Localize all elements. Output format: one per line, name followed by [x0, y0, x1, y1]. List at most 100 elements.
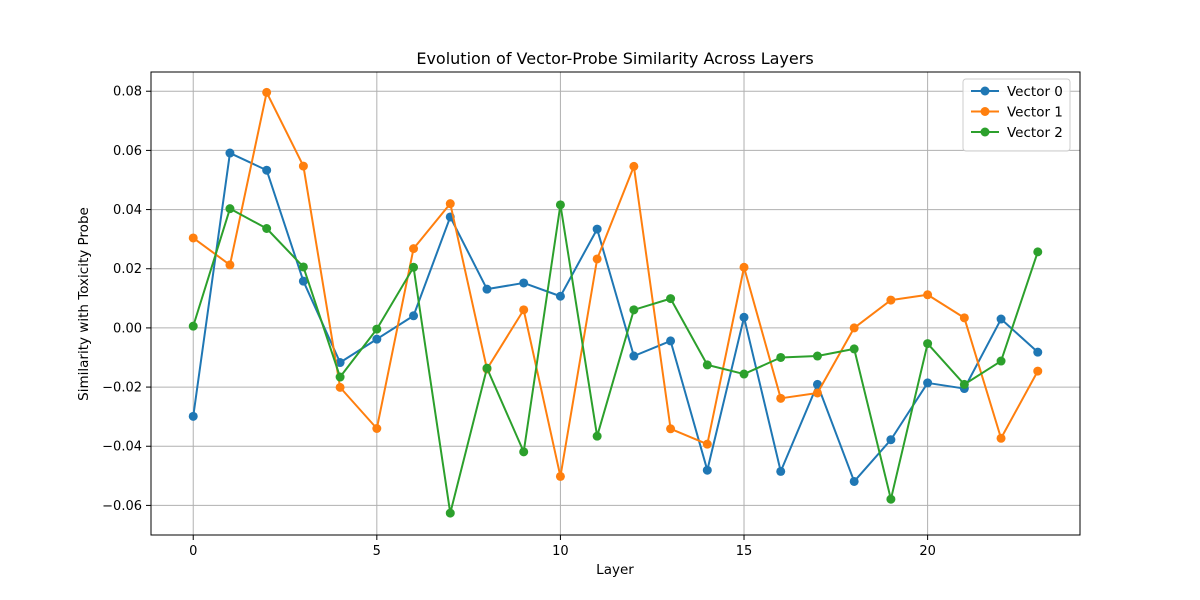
- data-point: [409, 262, 419, 272]
- legend-item: Vector 0: [971, 84, 1063, 100]
- legend-marker: [980, 127, 990, 137]
- data-point: [335, 358, 345, 368]
- data-point: [372, 334, 382, 344]
- data-point: [555, 471, 565, 481]
- data-point: [629, 351, 639, 361]
- data-point: [188, 233, 198, 243]
- series-1: [188, 87, 1043, 481]
- y-tick-label: 0.08: [113, 85, 142, 100]
- data-point: [776, 352, 786, 362]
- data-point: [996, 356, 1006, 366]
- data-point: [702, 439, 712, 449]
- data-point: [519, 447, 529, 457]
- series-2: [188, 200, 1043, 518]
- grid: [151, 72, 1080, 535]
- data-point: [409, 244, 419, 254]
- data-point: [629, 161, 639, 171]
- x-tick-label: 20: [919, 544, 936, 559]
- legend-marker: [980, 107, 990, 116]
- legend-item: Vector 2: [971, 125, 1063, 141]
- data-point: [702, 360, 712, 370]
- data-point: [776, 393, 786, 403]
- data-point: [225, 148, 235, 158]
- data-point: [519, 305, 529, 315]
- data-point: [812, 351, 822, 361]
- data-point: [812, 388, 822, 398]
- data-point: [959, 313, 969, 323]
- data-point: [923, 290, 933, 300]
- chart-title: Evolution of Vector-Probe Similarity Acr…: [416, 49, 813, 68]
- data-point: [849, 323, 859, 333]
- data-point: [739, 262, 749, 272]
- data-point: [482, 284, 492, 294]
- data-point: [666, 336, 676, 346]
- data-point: [1033, 247, 1043, 257]
- series-group: [188, 87, 1043, 518]
- y-axis-label: Similarity with Toxicity Probe: [76, 207, 92, 401]
- data-point: [555, 291, 565, 301]
- data-point: [959, 379, 969, 389]
- data-point: [666, 424, 676, 434]
- x-tick-label: 5: [373, 544, 381, 559]
- data-point: [849, 476, 859, 486]
- data-point: [188, 321, 198, 331]
- data-point: [592, 254, 602, 264]
- series-line: [192, 91, 1039, 478]
- x-tick-label: 0: [189, 544, 197, 559]
- data-point: [666, 294, 676, 304]
- legend-label: Vector 1: [1007, 105, 1063, 121]
- x-tick-label: 15: [736, 544, 753, 559]
- data-point: [702, 465, 712, 475]
- legend-label: Vector 0: [1007, 84, 1063, 100]
- series-0: [188, 148, 1043, 486]
- data-point: [776, 466, 786, 476]
- data-point: [262, 87, 272, 97]
- data-point: [812, 379, 822, 389]
- data-point: [1033, 347, 1043, 357]
- data-point: [629, 305, 639, 315]
- data-point: [739, 312, 749, 322]
- y-tick-label: −0.02: [102, 381, 142, 396]
- data-point: [592, 431, 602, 441]
- legend-marker: [980, 86, 990, 96]
- y-tick-label: 0.04: [113, 203, 142, 218]
- data-point: [225, 204, 235, 214]
- x-axis-label: Layer: [596, 562, 634, 578]
- data-point: [445, 508, 455, 518]
- data-point: [298, 276, 308, 286]
- data-point: [923, 339, 933, 349]
- data-point: [849, 344, 859, 354]
- data-point: [886, 295, 896, 305]
- legend-item: Vector 1: [971, 105, 1063, 121]
- data-point: [555, 200, 565, 210]
- legend-label: Vector 2: [1007, 125, 1063, 141]
- data-point: [409, 311, 419, 321]
- data-point: [298, 262, 308, 272]
- data-point: [923, 378, 933, 388]
- y-tick-label: −0.06: [102, 499, 142, 514]
- data-point: [262, 224, 272, 234]
- legend: Vector 0 Vector 1 Vector 2: [962, 78, 1071, 152]
- data-point: [298, 161, 308, 171]
- data-point: [996, 433, 1006, 443]
- y-tick-label: −0.04: [102, 440, 142, 455]
- y-tick-label: 0.02: [113, 262, 142, 277]
- x-tick-label: 10: [552, 544, 569, 559]
- data-point: [188, 411, 198, 421]
- data-point: [482, 363, 492, 373]
- y-tick-label: 0.00: [113, 321, 142, 336]
- data-point: [262, 165, 272, 175]
- data-point: [519, 278, 529, 288]
- data-point: [372, 423, 382, 433]
- axis-ticks: 0 5 10 15 20 −0.06 −0.04 −0.02 0.00 0.02 0.04 0.06 0…: [102, 85, 936, 559]
- series-line: [192, 203, 1039, 515]
- data-point: [1033, 366, 1043, 376]
- y-tick-label: 0.06: [113, 144, 142, 159]
- plot-area-frame: [150, 71, 1081, 536]
- data-point: [996, 314, 1006, 324]
- data-point: [886, 435, 896, 445]
- data-point: [335, 372, 345, 382]
- data-point: [335, 382, 345, 392]
